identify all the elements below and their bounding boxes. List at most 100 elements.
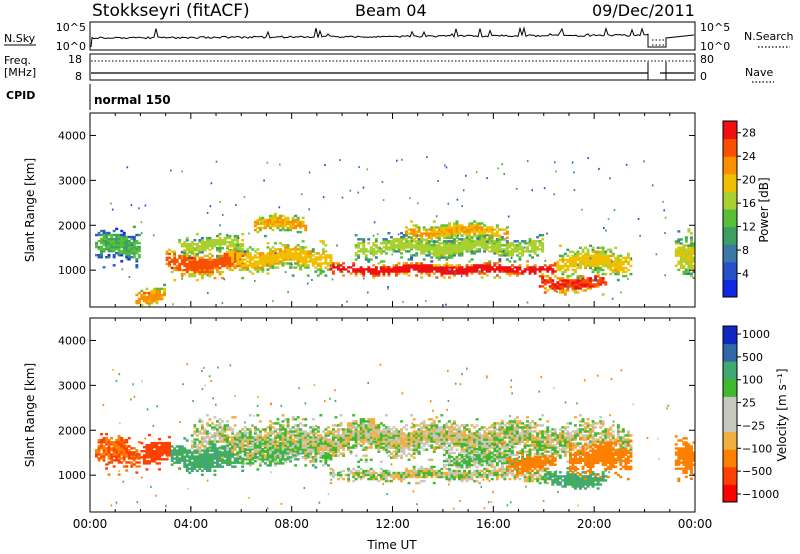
- echo-cell: [135, 241, 139, 245]
- echo-cell: [690, 248, 693, 251]
- echo-cell: [208, 436, 212, 439]
- echo-cell: [190, 457, 194, 460]
- echo-cell: [286, 216, 290, 220]
- echo-cell: [478, 232, 482, 235]
- echo-cell: [533, 268, 537, 271]
- echo-cell: [120, 441, 124, 444]
- echo-cell: [289, 228, 292, 232]
- echo-cell: [372, 270, 376, 273]
- echo-cell: [165, 250, 169, 253]
- echo-cell: [127, 241, 131, 245]
- echo-cell: [359, 422, 363, 425]
- echo-cell: [435, 416, 439, 419]
- echo-cell: [460, 238, 464, 241]
- echo-cell: [400, 440, 403, 443]
- echo-cell: [604, 250, 608, 253]
- echo-cell: [112, 229, 116, 233]
- echo-cell: [324, 432, 328, 435]
- echo-speckle: [507, 215, 510, 218]
- echo-cell: [221, 258, 224, 262]
- echo-cell: [120, 445, 124, 448]
- echo-cell: [274, 224, 277, 228]
- echo-cell: [682, 252, 686, 255]
- echo-cell: [463, 434, 466, 437]
- echo-cell: [584, 281, 587, 284]
- echo-cell: [304, 442, 308, 445]
- echo-cell: [450, 234, 454, 237]
- echo-cell: [591, 258, 595, 262]
- echo-cell: [223, 262, 227, 266]
- echo-cell: [289, 256, 292, 259]
- echo-cell: [266, 446, 270, 449]
- echo-cell: [276, 266, 280, 269]
- echo-cell: [453, 422, 456, 425]
- echo-cell: [296, 452, 300, 455]
- echo-cell: [188, 249, 192, 252]
- echo-cell: [453, 240, 456, 243]
- echo-cell: [314, 432, 318, 435]
- echo-cell: [556, 262, 560, 266]
- echo-cell: [347, 448, 350, 451]
- echo-cell: [180, 262, 184, 266]
- echo-cell: [165, 252, 169, 256]
- echo-cell: [97, 445, 101, 448]
- echo-cell: [117, 457, 121, 460]
- echo-cell: [518, 244, 522, 247]
- echo-cell: [306, 266, 310, 269]
- echo-cell: [495, 224, 499, 227]
- echo-cell: [243, 454, 247, 457]
- echo-cell: [430, 238, 434, 241]
- echo-cell: [206, 447, 209, 450]
- echo-cell: [188, 455, 192, 458]
- echo-cell: [203, 272, 207, 276]
- echo-cell: [359, 268, 363, 271]
- echo-cell: [415, 246, 419, 249]
- echo-cell: [432, 434, 436, 437]
- echo-cell: [357, 432, 361, 435]
- echo-cell: [248, 436, 252, 439]
- echo-cell: [427, 246, 431, 249]
- echo-cell: [115, 245, 119, 249]
- echo-cell: [281, 252, 285, 255]
- echo-cell: [163, 291, 166, 295]
- echo-cell: [211, 272, 214, 276]
- echo-cell: [488, 234, 492, 237]
- echo-cell: [291, 434, 295, 437]
- echo-cell: [115, 235, 119, 239]
- echo-cell: [97, 453, 101, 456]
- echo-cell: [364, 258, 368, 261]
- echo-cell: [339, 414, 343, 417]
- echo-cell: [488, 260, 492, 263]
- echo-cell: [173, 256, 177, 260]
- echo-cell: [442, 442, 446, 445]
- echo-cell: [359, 418, 363, 421]
- echo-cell: [238, 444, 242, 447]
- echo-cell: [430, 236, 434, 239]
- echo-cell: [125, 256, 129, 259]
- echo-cell: [392, 454, 396, 457]
- echo-cell: [516, 270, 519, 273]
- echo-cell: [437, 250, 441, 253]
- echo-cell: [505, 266, 509, 269]
- echo-cell: [586, 279, 590, 282]
- echo-cell: [420, 242, 424, 245]
- echo-cell: [475, 268, 479, 271]
- echo-speckle: [664, 274, 666, 277]
- echo-cell: [591, 268, 595, 272]
- echo-cell: [347, 432, 350, 435]
- echo-cell: [453, 426, 456, 429]
- echo-cell: [374, 268, 378, 271]
- echo-cell: [173, 453, 177, 456]
- echo-cell: [483, 234, 487, 237]
- echo-cell: [458, 250, 461, 253]
- echo-cell: [142, 295, 146, 299]
- echo-cell: [158, 468, 161, 471]
- echo-cell: [579, 262, 582, 266]
- echo-cell: [299, 444, 303, 447]
- echo-cell: [266, 448, 270, 451]
- echo-cell: [420, 430, 424, 433]
- echo-cell: [395, 442, 398, 445]
- echo-cell: [304, 454, 308, 457]
- echo-cell: [233, 434, 237, 437]
- echo-cell: [337, 428, 340, 431]
